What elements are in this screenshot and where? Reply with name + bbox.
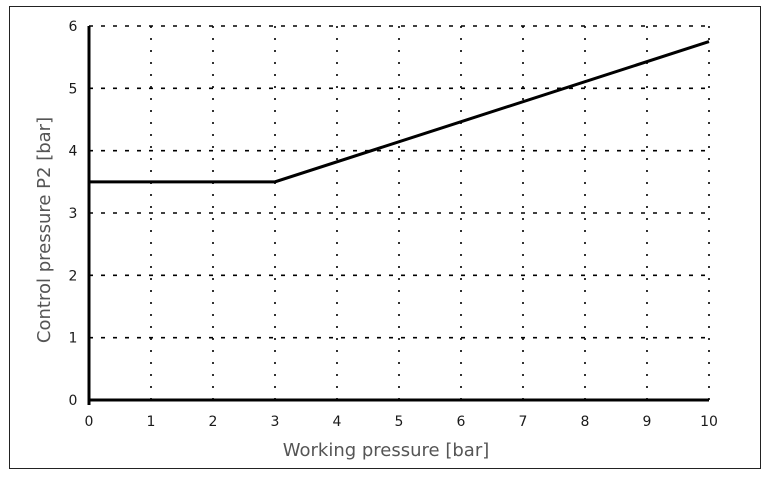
axes bbox=[87, 26, 709, 405]
series-line bbox=[89, 40, 710, 184]
y-tick-label: 4 bbox=[69, 144, 78, 160]
x-axis-title: Working pressure [bar] bbox=[283, 440, 490, 461]
y-tick-label: 5 bbox=[69, 81, 78, 97]
x-tick-label: 5 bbox=[395, 414, 404, 430]
y-tick-label: 1 bbox=[69, 331, 78, 347]
y-tick-label: 3 bbox=[69, 206, 78, 222]
x-tick-label: 3 bbox=[271, 414, 280, 430]
y-axis-title: Control pressure P2 [bar] bbox=[34, 117, 55, 343]
grid-lines bbox=[89, 25, 710, 400]
x-tick-label: 9 bbox=[643, 414, 652, 430]
x-tick-label: 0 bbox=[85, 414, 94, 430]
x-tick-label: 2 bbox=[209, 414, 218, 430]
y-tick-labels: 0 1 2 3 4 5 6 bbox=[69, 19, 78, 409]
x-tick-label: 4 bbox=[333, 414, 342, 430]
y-tick-label: 0 bbox=[69, 393, 78, 409]
x-tick-label: 6 bbox=[457, 414, 466, 430]
x-tick-label: 10 bbox=[700, 414, 718, 430]
y-tick-label: 6 bbox=[69, 19, 78, 35]
y-tick-label: 2 bbox=[69, 268, 78, 284]
x-tick-label: 8 bbox=[581, 414, 590, 430]
chart-frame bbox=[9, 6, 761, 469]
x-tick-labels: 0 1 2 3 4 5 6 7 8 9 10 bbox=[85, 414, 718, 430]
data-series bbox=[89, 40, 710, 184]
x-tick-label: 1 bbox=[147, 414, 156, 430]
x-tick-label: 7 bbox=[519, 414, 528, 430]
